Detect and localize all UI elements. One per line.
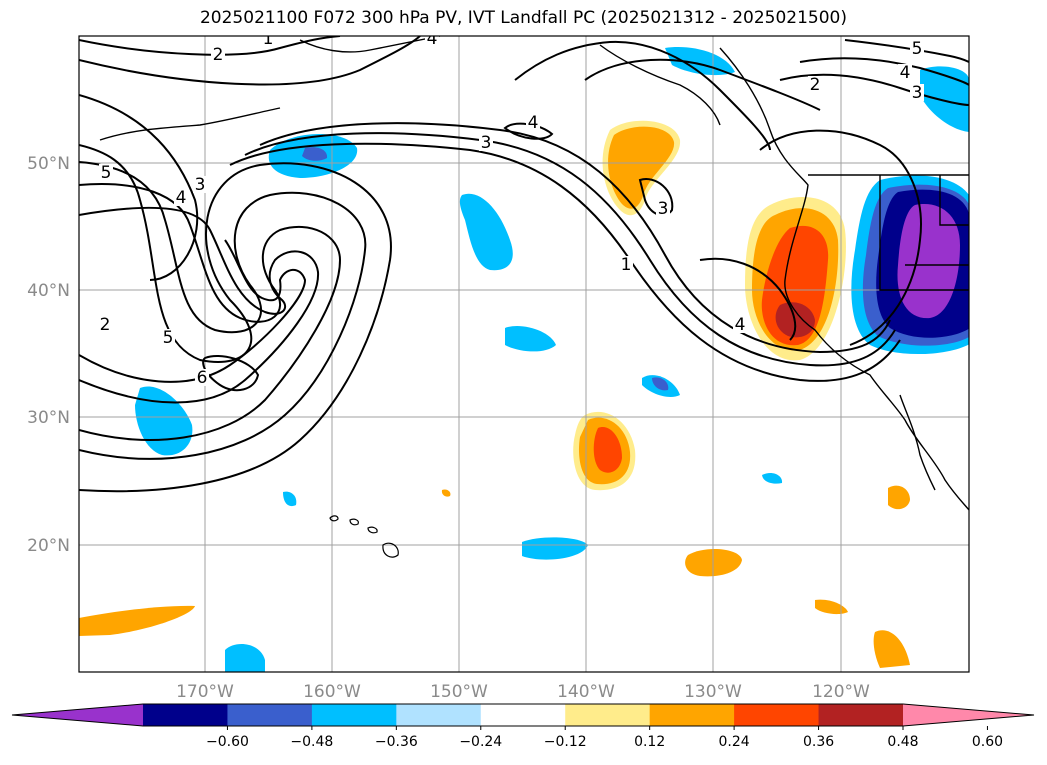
contour-label: 6 bbox=[197, 368, 208, 388]
positive-region-offshore-north-orange bbox=[608, 126, 675, 209]
colorbar-swatch bbox=[649, 704, 735, 726]
contour-label: 4 bbox=[735, 315, 746, 335]
contour-label-bg bbox=[808, 76, 822, 93]
contour-label: 2 bbox=[100, 315, 111, 335]
colorbar-swatch bbox=[480, 704, 566, 726]
positive-region-southeast bbox=[873, 630, 910, 668]
contour-label-bg bbox=[898, 64, 912, 81]
colorbar-swatch bbox=[311, 704, 397, 726]
contour-label: 3 bbox=[195, 175, 206, 195]
positive-region-south bbox=[685, 548, 742, 577]
colorbar-tick-label: −0.48 bbox=[290, 734, 333, 750]
negative-region-mid bbox=[459, 193, 513, 271]
hawaii-islands bbox=[329, 515, 399, 558]
colorbar-tick-label: 0.36 bbox=[803, 734, 834, 750]
contour-label: 5 bbox=[101, 163, 112, 183]
lat-label-50n: 50°N bbox=[27, 154, 70, 174]
colorbar-tick-label: 0.48 bbox=[887, 734, 918, 750]
colorbar-swatch bbox=[818, 704, 904, 726]
contour-label-bg bbox=[526, 114, 540, 131]
negative-region-tiny-east bbox=[762, 472, 783, 484]
lon-label-120w: 120°W bbox=[812, 682, 870, 702]
contour-label-bg bbox=[425, 36, 439, 47]
contour-label-bg bbox=[656, 200, 670, 217]
colorbar-tick-label: −0.12 bbox=[544, 734, 587, 750]
contour-label-bg bbox=[619, 256, 633, 273]
contour-label: 5 bbox=[912, 39, 923, 59]
colorbar-tick-label: −0.24 bbox=[459, 734, 502, 750]
negative-region-northwest-blue bbox=[302, 147, 328, 161]
lon-label-150w: 150°W bbox=[430, 682, 488, 702]
longitude-labels: 170°W 160°W 150°W 140°W 130°W 120°W bbox=[176, 682, 870, 702]
lat-label-40n: 40°N bbox=[27, 281, 70, 301]
lat-label-30n: 30°N bbox=[27, 408, 70, 428]
pv-contours bbox=[79, 36, 969, 493]
colorbar-extend-max bbox=[903, 704, 1034, 726]
positive-region-west bbox=[79, 605, 195, 636]
contour-label-bg bbox=[193, 176, 207, 193]
contour-label: 5 bbox=[163, 328, 174, 348]
contour-label-bg bbox=[195, 369, 209, 386]
contour-label: 4 bbox=[427, 29, 438, 49]
contour-label-bg bbox=[161, 329, 175, 346]
colorbar-swatch bbox=[227, 704, 313, 726]
contour-label-bg bbox=[910, 40, 924, 57]
contour-label: 3 bbox=[912, 83, 923, 103]
positive-region-baja bbox=[888, 485, 910, 510]
contour-label-bg bbox=[211, 46, 225, 63]
colorbar-tick-label: 0.60 bbox=[972, 734, 1003, 750]
lon-label-160w: 160°W bbox=[303, 682, 361, 702]
positive-region-central-red bbox=[593, 427, 622, 473]
contour-label: 4 bbox=[900, 63, 911, 83]
negative-region-northeast bbox=[920, 66, 969, 132]
negative-region-southwest bbox=[135, 386, 193, 456]
map-frame bbox=[78, 35, 970, 673]
contour-label: 2 bbox=[213, 45, 224, 65]
contour-label-bg bbox=[174, 189, 188, 206]
colorbar-swatch bbox=[143, 704, 228, 726]
contour-label-bg bbox=[479, 134, 493, 151]
colorbar-swatch bbox=[734, 704, 820, 726]
lon-label-130w: 130°W bbox=[684, 682, 742, 702]
negative-region-small-b-blue bbox=[652, 377, 669, 391]
contour-label-bg bbox=[99, 164, 113, 181]
negative-region-small-a bbox=[505, 325, 556, 352]
contour-label-bg bbox=[910, 84, 924, 101]
contour-label-bg bbox=[733, 316, 747, 333]
colorbar bbox=[11, 703, 1035, 727]
colorbar-tick-label: −0.60 bbox=[206, 734, 249, 750]
contour-label-bg bbox=[98, 316, 112, 333]
colorbar-tick-label: −0.36 bbox=[375, 734, 418, 750]
contour-label: 2 bbox=[810, 75, 821, 95]
latitude-labels: 50°N 40°N 30°N 20°N bbox=[27, 154, 70, 556]
map-title: 2025021100 F072 300 hPa PV, IVT Landfall… bbox=[199, 8, 847, 28]
negative-region-far-south bbox=[225, 644, 265, 672]
positive-region-small bbox=[815, 599, 848, 615]
colorbar-tick-label: 0.12 bbox=[634, 734, 665, 750]
contour-label: 1 bbox=[263, 29, 274, 49]
colorbar-tick-label: 0.24 bbox=[719, 734, 750, 750]
colorbar-swatch bbox=[396, 704, 482, 726]
contour-label: 3 bbox=[481, 133, 492, 153]
coastlines bbox=[99, 36, 969, 511]
negative-region-south bbox=[522, 537, 588, 560]
contour-label-bg bbox=[261, 36, 275, 47]
colorbar-extend-min bbox=[12, 704, 143, 726]
negative-region-tiny bbox=[283, 491, 297, 507]
graticule bbox=[79, 36, 969, 672]
lat-label-20n: 20°N bbox=[27, 536, 70, 556]
lon-label-140w: 140°W bbox=[557, 682, 615, 702]
positive-dot bbox=[441, 489, 451, 497]
colorbar-swatch bbox=[565, 704, 651, 726]
contour-label: 4 bbox=[528, 113, 539, 133]
colorbar-outline bbox=[11, 703, 1035, 727]
contour-label: 1 bbox=[621, 255, 632, 275]
lon-label-170w: 170°W bbox=[176, 682, 234, 702]
contour-label: 4 bbox=[176, 188, 187, 208]
colorbar-ticks: −0.60 −0.48 −0.36 −0.24 −0.12 0.12 0.24 0.36 0.4… bbox=[206, 726, 1003, 750]
contour-label: 3 bbox=[658, 199, 669, 219]
